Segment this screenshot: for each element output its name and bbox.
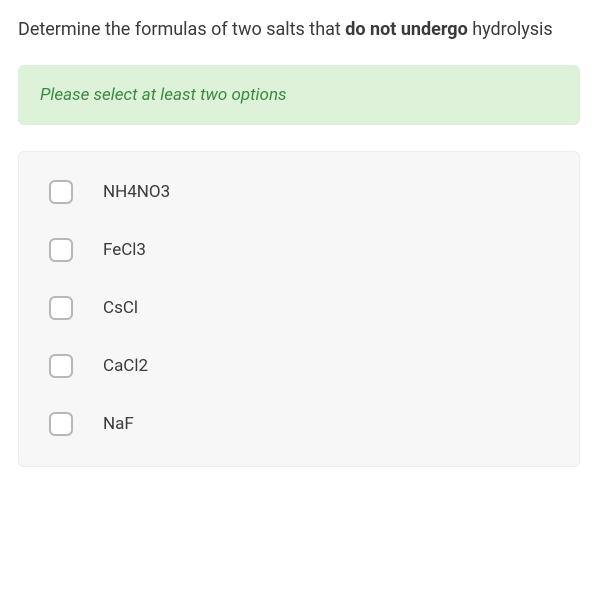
checkbox[interactable] bbox=[49, 180, 73, 204]
option-label: CsCl bbox=[103, 298, 138, 318]
option-label: CaCl2 bbox=[103, 356, 148, 376]
hint-box: Please select at least two options bbox=[18, 65, 580, 125]
question-prefix: Determine the formulas of two salts that bbox=[18, 19, 345, 40]
hint-text: Please select at least two options bbox=[40, 85, 287, 105]
checkbox[interactable] bbox=[49, 412, 73, 436]
option-row[interactable]: CsCl bbox=[49, 296, 549, 320]
option-row[interactable]: FeCl3 bbox=[49, 238, 549, 262]
option-row[interactable]: NH4NO3 bbox=[49, 180, 549, 204]
option-label: NH4NO3 bbox=[103, 182, 170, 202]
checkbox[interactable] bbox=[49, 238, 73, 262]
checkbox[interactable] bbox=[49, 296, 73, 320]
option-row[interactable]: NaF bbox=[49, 412, 549, 436]
option-label: FeCl3 bbox=[103, 240, 146, 260]
question-suffix: hydrolysis bbox=[468, 19, 553, 40]
question-text: Determine the formulas of two salts that… bbox=[18, 16, 580, 43]
option-label: NaF bbox=[103, 414, 134, 434]
checkbox[interactable] bbox=[49, 354, 73, 378]
options-panel: NH4NO3 FeCl3 CsCl CaCl2 NaF bbox=[18, 151, 580, 467]
option-row[interactable]: CaCl2 bbox=[49, 354, 549, 378]
question-bold: do not undergo bbox=[345, 19, 467, 40]
